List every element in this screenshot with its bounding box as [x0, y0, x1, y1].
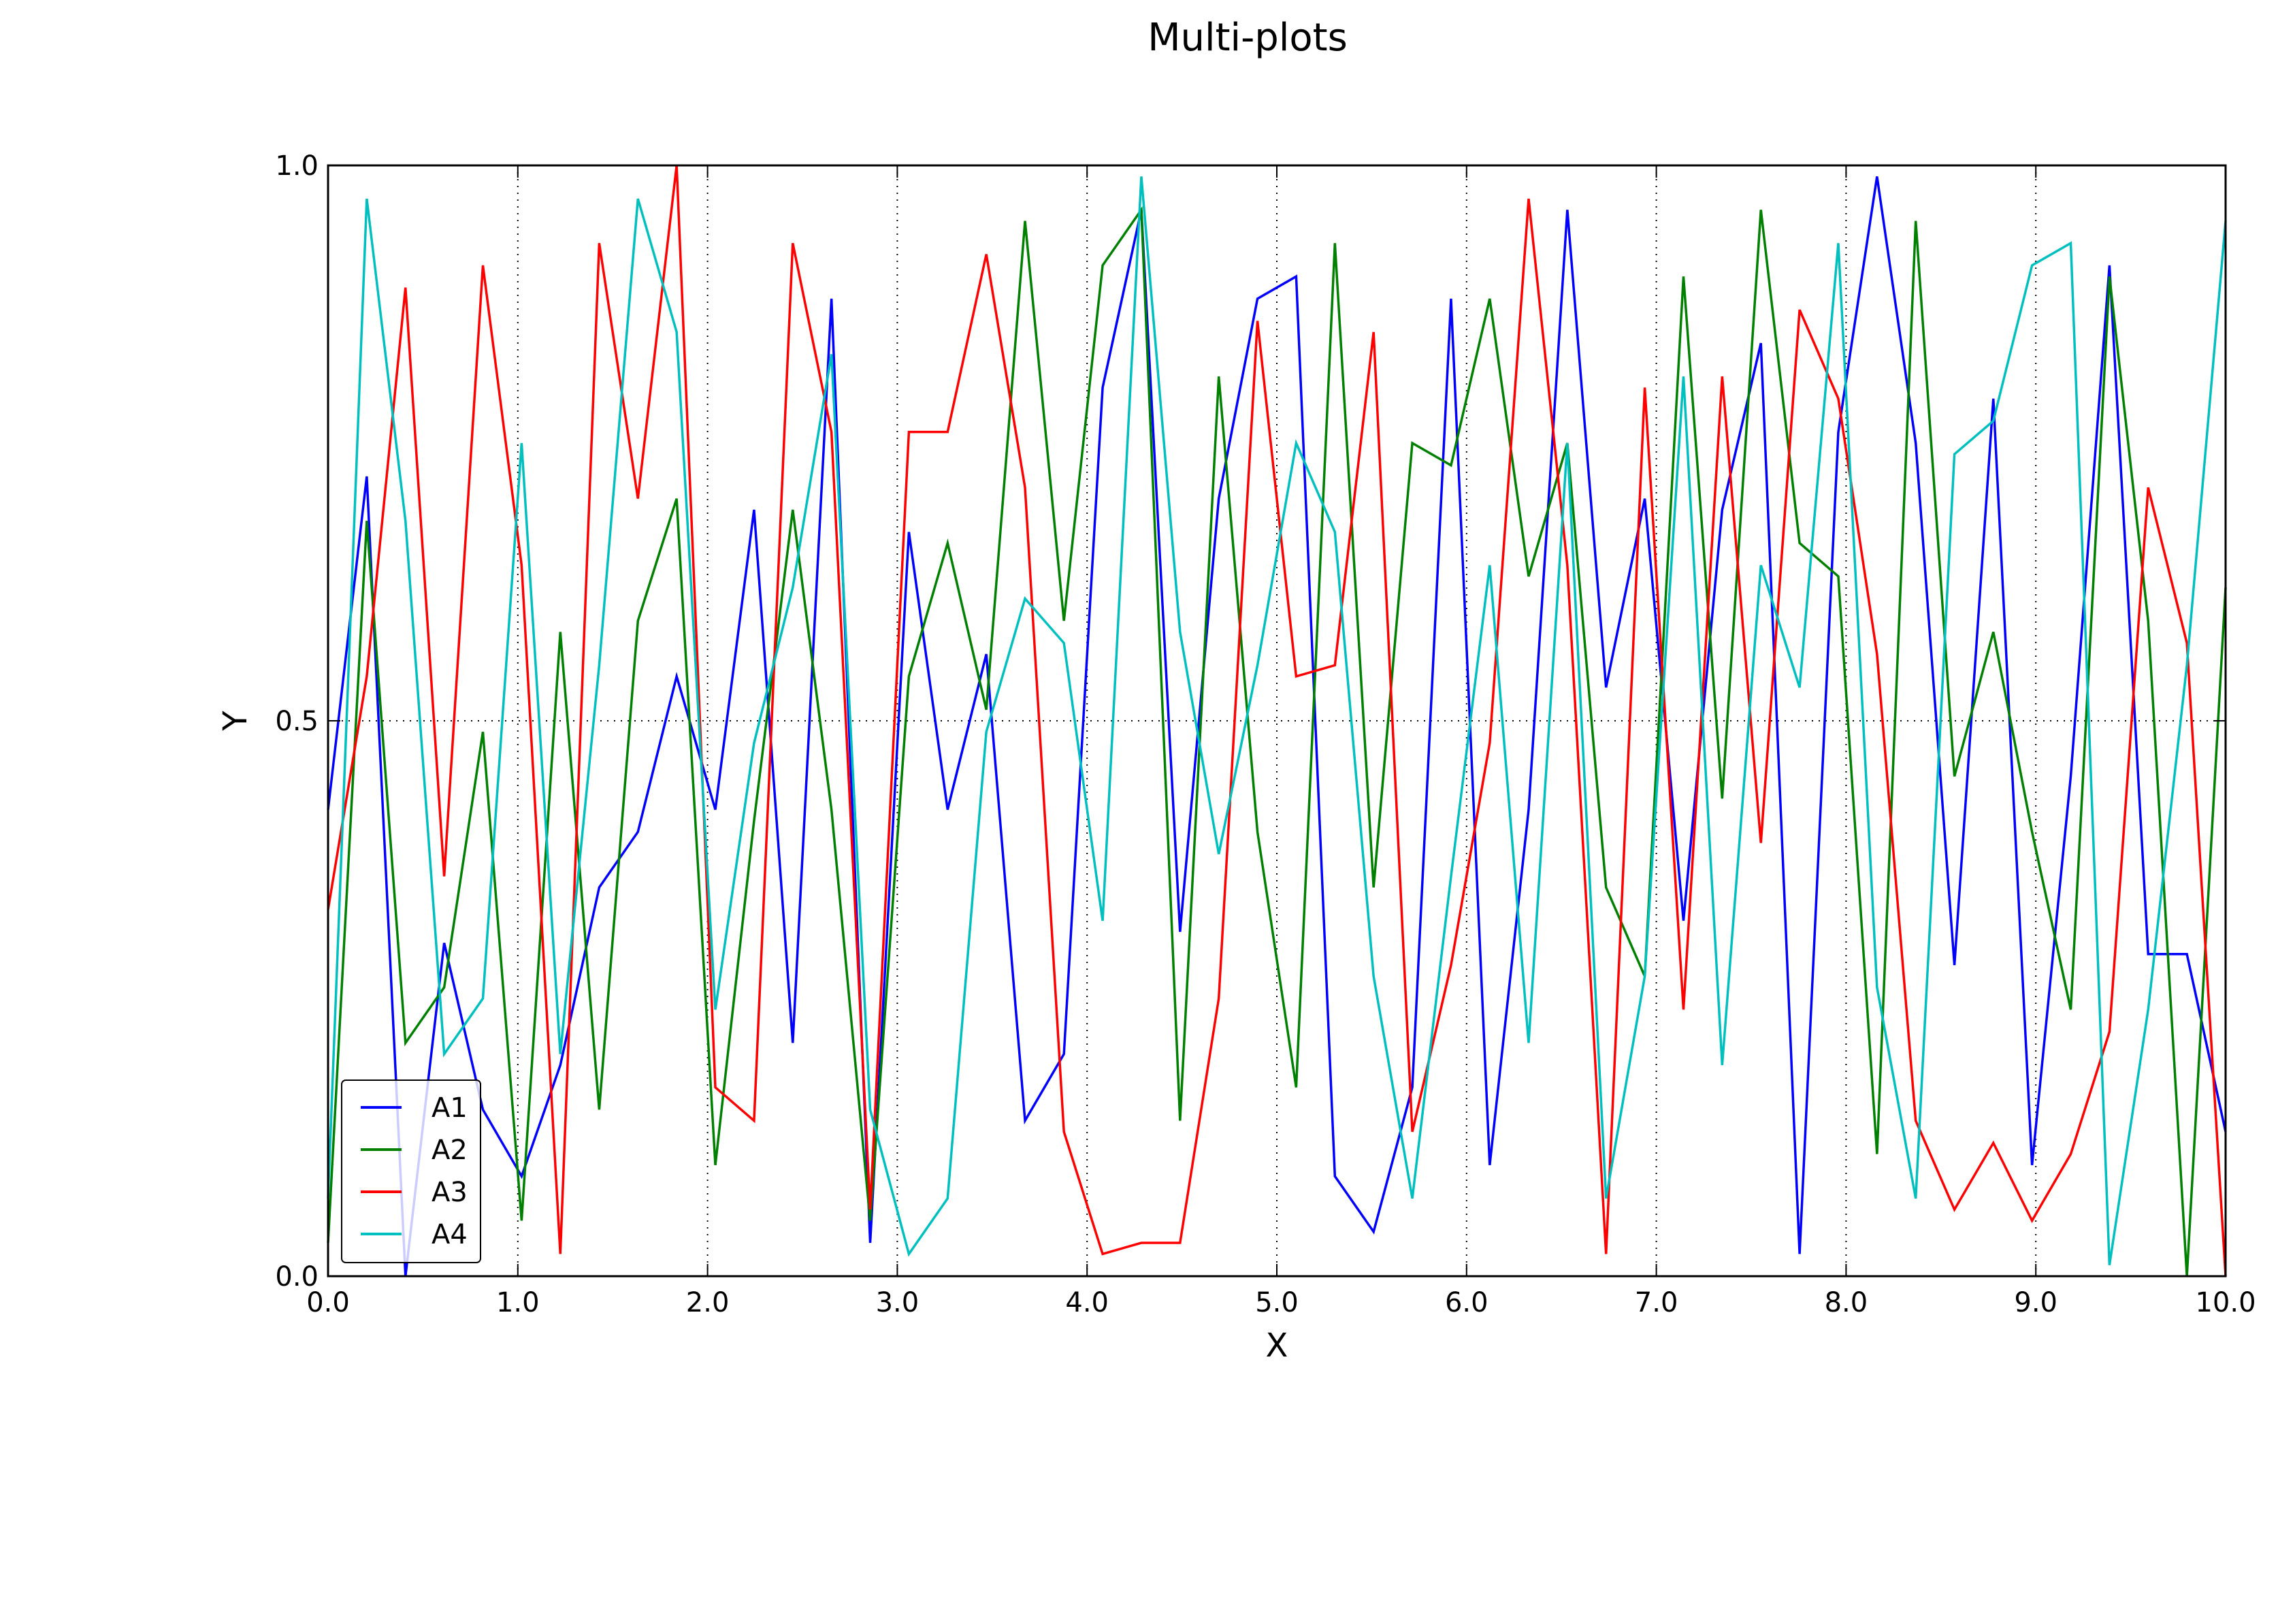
- x-tick-label: 0.0: [306, 1287, 350, 1318]
- legend-label-A4: A4: [432, 1219, 468, 1250]
- x-axis-label: X: [1266, 1327, 1288, 1365]
- series-line-A2: [327, 206, 2227, 1277]
- chart-title: Multi-plots: [1148, 16, 1348, 60]
- plot-area: [327, 165, 2227, 1277]
- x-tick-label: 10.0: [2195, 1287, 2256, 1318]
- y-axis: 0.0 0.5 1.0: [275, 150, 2226, 1293]
- grid-lines: [328, 165, 2226, 1276]
- x-tick-label: 7.0: [1635, 1287, 1678, 1318]
- y-axis-label: Y: [216, 711, 255, 732]
- legend-box: [341, 1079, 481, 1263]
- x-axis: 0.0 1.0 2.0 3.0 4.0 5.0 6.0 7.0 8.0 9.0 10.0: [306, 165, 2256, 1318]
- x-tick-label: 6.0: [1445, 1287, 1488, 1318]
- legend: A1 A2 A3 A4: [341, 1079, 481, 1263]
- x-tick-label: 9.0: [2014, 1287, 2057, 1318]
- series-line-A3: [327, 165, 2227, 1277]
- x-tick-label: 2.0: [686, 1287, 730, 1318]
- series-line-A4: [327, 176, 2227, 1265]
- y-tick-label: 1.0: [275, 150, 319, 182]
- legend-label-A1: A1: [432, 1092, 468, 1124]
- y-tick-label: 0.0: [275, 1261, 319, 1293]
- x-tick-label: 3.0: [876, 1287, 920, 1318]
- legend-label-A3: A3: [432, 1177, 468, 1208]
- x-tick-label: 1.0: [496, 1287, 540, 1318]
- y-tick-label: 0.5: [275, 706, 319, 737]
- legend-label-A2: A2: [432, 1135, 468, 1166]
- x-tick-label: 4.0: [1065, 1287, 1109, 1318]
- x-tick-label: 8.0: [1825, 1287, 1868, 1318]
- x-tick-label: 5.0: [1255, 1287, 1299, 1318]
